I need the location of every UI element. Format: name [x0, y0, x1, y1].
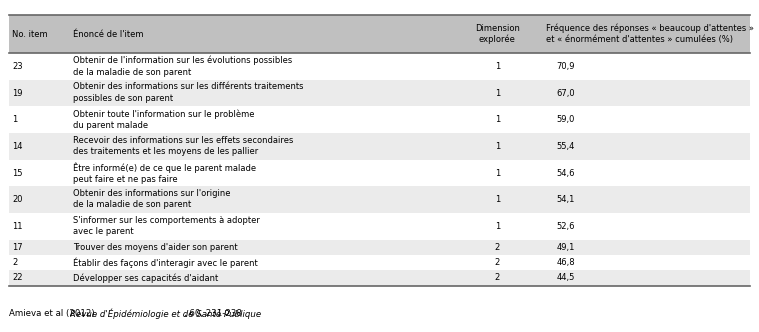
- Text: Obtenir des informations sur l'origine
de la maladie de son parent: Obtenir des informations sur l'origine d…: [73, 189, 231, 209]
- Text: Trouver des moyens d'aider son parent: Trouver des moyens d'aider son parent: [73, 243, 238, 252]
- Text: Établir des façons d'interagir avec le parent: Établir des façons d'interagir avec le p…: [73, 257, 257, 268]
- Text: 1: 1: [495, 195, 500, 204]
- Text: 2: 2: [495, 243, 500, 252]
- Text: 1: 1: [495, 169, 500, 178]
- Text: 54,1: 54,1: [556, 195, 575, 204]
- Text: Revue d'Épidémiologie et de Santé Publique: Revue d'Épidémiologie et de Santé Publiq…: [71, 308, 262, 319]
- Text: 22: 22: [12, 273, 23, 283]
- Text: 44,5: 44,5: [556, 273, 575, 283]
- Text: Amieva et al (2012).: Amieva et al (2012).: [9, 309, 100, 318]
- Text: 2: 2: [495, 258, 500, 267]
- Text: 23: 23: [12, 62, 23, 71]
- Text: Être informé(e) de ce que le parent malade
peut faire et ne pas faire: Être informé(e) de ce que le parent mala…: [73, 162, 256, 184]
- Text: 55,4: 55,4: [556, 142, 575, 151]
- Text: Obtenir des informations sur les différents traitements
possibles de son parent: Obtenir des informations sur les différe…: [73, 82, 304, 103]
- Text: 52,6: 52,6: [556, 222, 575, 231]
- Text: , 60, 231-238: , 60, 231-238: [184, 309, 241, 318]
- Text: 2: 2: [495, 273, 500, 283]
- Text: 1: 1: [495, 89, 500, 98]
- Text: 1: 1: [495, 62, 500, 71]
- Text: Obtenir de l'information sur les évolutions possibles
de la maladie de son paren: Obtenir de l'information sur les évoluti…: [73, 56, 292, 77]
- Text: 1: 1: [495, 142, 500, 151]
- Text: 59,0: 59,0: [556, 115, 575, 124]
- Text: 11: 11: [12, 222, 23, 231]
- Text: 46,8: 46,8: [556, 258, 575, 267]
- Text: 2: 2: [12, 258, 17, 267]
- Text: 19: 19: [12, 89, 23, 98]
- Text: Recevoir des informations sur les effets secondaires
des traitements et les moye: Recevoir des informations sur les effets…: [73, 136, 293, 156]
- Text: 49,1: 49,1: [556, 243, 575, 252]
- Text: Obtenir toute l'information sur le problème
du parent malade: Obtenir toute l'information sur le probl…: [73, 109, 254, 130]
- Text: Énoncé de l'item: Énoncé de l'item: [73, 30, 143, 39]
- Text: No. item: No. item: [12, 30, 48, 39]
- Text: Développer ses capacités d'aidant: Développer ses capacités d'aidant: [73, 273, 218, 283]
- Text: 1: 1: [12, 115, 17, 124]
- Text: S'informer sur les comportements à adopter
avec le parent: S'informer sur les comportements à adopt…: [73, 216, 260, 236]
- Text: Fréquence des réponses « beaucoup d'attentes »
et « énormément d'attentes » cumu: Fréquence des réponses « beaucoup d'atte…: [546, 24, 754, 44]
- Text: 15: 15: [12, 169, 23, 178]
- Text: 67,0: 67,0: [556, 89, 575, 98]
- Text: 54,6: 54,6: [556, 169, 575, 178]
- Text: 20: 20: [12, 195, 23, 204]
- Text: 1: 1: [495, 115, 500, 124]
- Text: 1: 1: [495, 222, 500, 231]
- Text: 70,9: 70,9: [556, 62, 575, 71]
- Text: 14: 14: [12, 142, 23, 151]
- Text: Dimension
explorée: Dimension explorée: [475, 24, 520, 44]
- Text: 17: 17: [12, 243, 23, 252]
